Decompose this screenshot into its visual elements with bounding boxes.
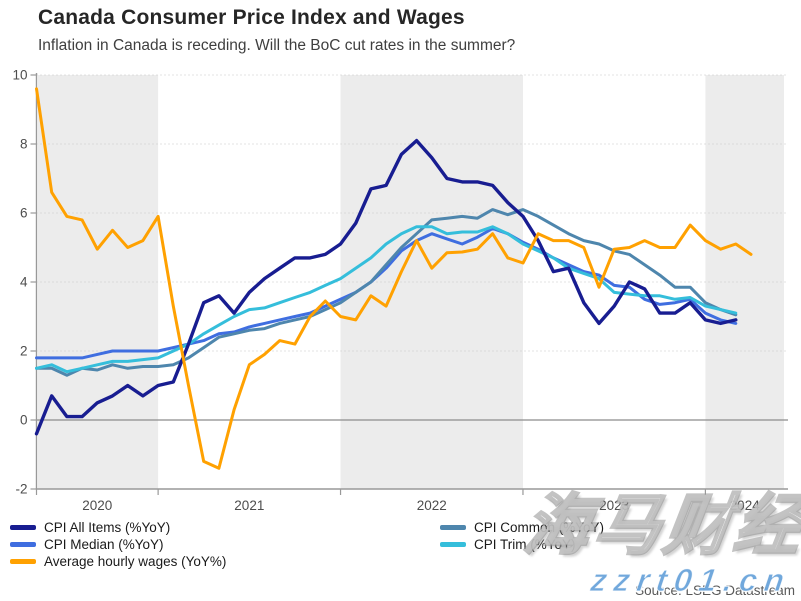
y-tick-label: 10	[12, 68, 27, 83]
x-tick-label: 2021	[234, 498, 264, 513]
series-line-cpi-all-items-yoy	[34, 138, 738, 436]
legend-swatch	[10, 542, 36, 547]
year-shade-band	[340, 75, 523, 489]
y-tick-label: 6	[20, 206, 28, 221]
legend-item-cpi-trim-yoy: CPI Trim (%YoY)	[440, 536, 576, 553]
series-line-cpi-median-yoy	[35, 227, 738, 360]
y-tick-label: 0	[20, 413, 28, 428]
legend-label: Average hourly wages (YoY%)	[44, 554, 227, 569]
y-tick-label: -2	[15, 482, 27, 497]
y-tick-label: 8	[20, 137, 28, 152]
y-tick-label: 4	[20, 275, 28, 290]
legend-item-cpi-median-yoy: CPI Median (%YoY)	[10, 536, 164, 553]
legend-label: CPI Trim (%YoY)	[474, 537, 576, 552]
x-tick-label: 2022	[417, 498, 447, 513]
page-subtitle: Inflation in Canada is receding. Will th…	[38, 37, 516, 54]
legend-label: CPI Common (%YoY)	[474, 520, 605, 535]
legend-swatch	[10, 559, 36, 564]
legend-item-cpi-common-yoy: CPI Common (%YoY)	[440, 519, 604, 536]
chart-legend: CPI All Items (%YoY) CPI Median (%YoY) Ave…	[0, 519, 801, 579]
year-shade-band	[38, 75, 159, 489]
page-title: Canada Consumer Price Index and Wages	[38, 6, 465, 29]
y-tick-label: 2	[20, 344, 28, 359]
legend-item-cpi-all-items-yoy: CPI All Items (%YoY)	[10, 519, 170, 536]
legend-swatch	[10, 525, 36, 530]
x-tick-label: 2020	[82, 498, 112, 513]
series-line-cpi-trim-yoy	[35, 225, 738, 374]
series-line-cpi-common-yoy	[35, 208, 738, 377]
x-tick-label: 2023	[599, 498, 629, 513]
legend-label: CPI All Items (%YoY)	[44, 520, 171, 535]
legend-swatch	[440, 525, 466, 530]
legend-swatch	[440, 542, 466, 547]
series-line-average-hourly-wages-yoy	[35, 87, 753, 470]
source-note: Source: LSEG Datastream	[635, 583, 795, 598]
x-tick-label: 2024	[730, 498, 761, 513]
legend-item-average-hourly-wages-yoy: Average hourly wages (YoY%)	[10, 553, 226, 570]
legend-label: CPI Median (%YoY)	[44, 537, 164, 552]
